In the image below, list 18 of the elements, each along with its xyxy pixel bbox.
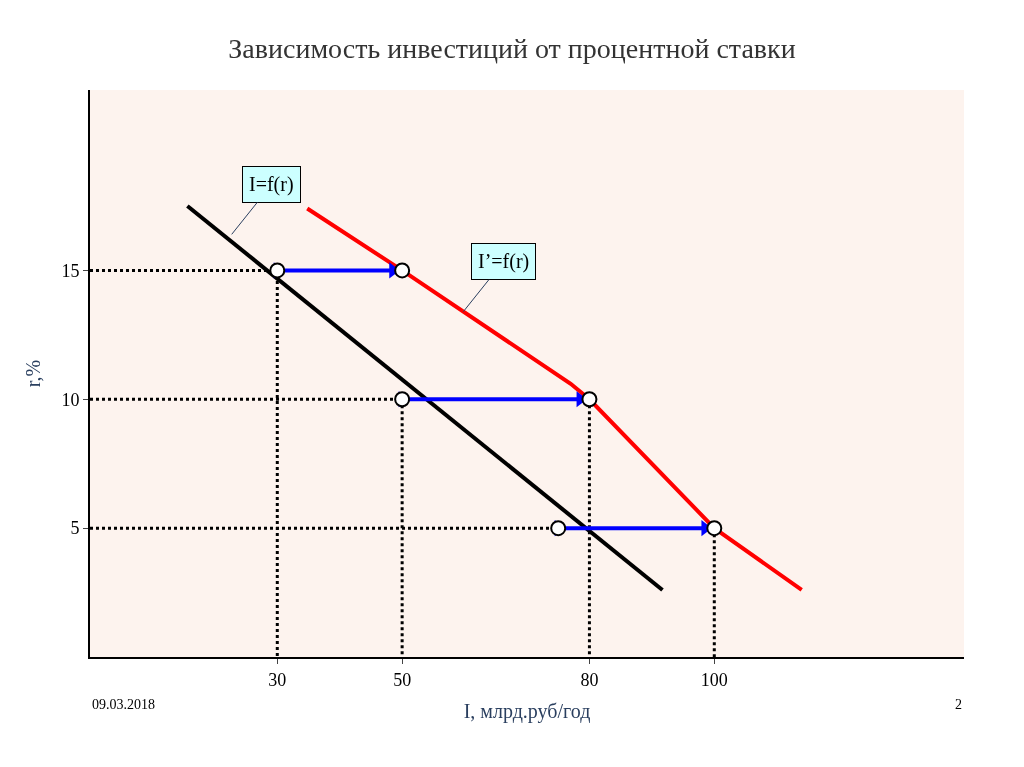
line-series — [305, 206, 804, 592]
x-tick-label: 100 — [700, 669, 728, 690]
x-tick-label: 80 — [580, 669, 599, 690]
text: 09.03.2018 — [92, 697, 155, 712]
x-tick-label: 50 — [393, 669, 412, 690]
chart-title: Зависимость инвестиций от процентной ставки — [228, 32, 796, 64]
text: 2 — [955, 697, 962, 712]
point — [550, 520, 567, 537]
y-axis-title: r,% — [22, 359, 45, 388]
y-tick-label: 5 — [70, 518, 80, 539]
annotation: I’=f(r) — [478, 250, 530, 273]
point — [394, 391, 411, 408]
point — [269, 262, 286, 279]
x-axis-title: I, млрд.руб/год — [463, 699, 591, 723]
y-tick-label: 15 — [61, 260, 80, 281]
x-tick-label: 30 — [268, 669, 287, 690]
annotation: I=f(r) — [249, 173, 294, 196]
y-tick-label: 10 — [61, 389, 80, 410]
